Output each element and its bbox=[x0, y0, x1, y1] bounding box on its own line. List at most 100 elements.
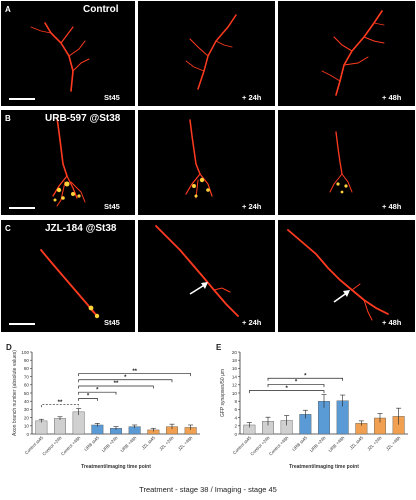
x-tick-label: URB +48h bbox=[327, 435, 345, 453]
x-tick-label: JZL +48h bbox=[177, 435, 194, 452]
y-tick-label: 16 bbox=[232, 366, 238, 371]
significance-bracket bbox=[248, 390, 325, 394]
arrow-icon bbox=[189, 282, 208, 295]
bar bbox=[54, 418, 66, 435]
axon-trace bbox=[155, 225, 239, 317]
micrograph-control-48h: + 48h bbox=[278, 1, 415, 106]
significance-label: ** bbox=[132, 369, 137, 375]
x-tick-label: JZL +48h bbox=[385, 435, 402, 452]
y-tick-label: 60 bbox=[24, 383, 30, 388]
x-tick-label: JZL +24h bbox=[366, 435, 383, 452]
axon-trace bbox=[185, 119, 213, 199]
significance-bracket bbox=[78, 373, 192, 377]
timepoint-label: + 24h bbox=[242, 202, 262, 211]
bar bbox=[72, 411, 85, 435]
axon-trace bbox=[185, 14, 237, 90]
y-tick-label: 0 bbox=[26, 432, 29, 437]
y-tick-label: 100 bbox=[21, 350, 29, 355]
panel-letter-b: B bbox=[5, 114, 11, 123]
bar-chart-gfp-synapses: 0 2 4 6 8 10 12 14 16 18 20 GFP synapses/50 µm Contr… bbox=[220, 350, 408, 470]
scale-bar bbox=[9, 323, 35, 325]
y-tick-label: 20 bbox=[232, 350, 238, 355]
timepoint-label: + 48h bbox=[382, 318, 402, 327]
x-tick-label: JZL +24h bbox=[158, 435, 175, 452]
significance-bracket bbox=[78, 385, 154, 389]
panel-letter-a: A bbox=[5, 5, 11, 14]
micrograph-jzl-48h: + 48h bbox=[278, 220, 415, 332]
significance-label: * bbox=[87, 394, 90, 400]
y-tick-label: 70 bbox=[24, 374, 30, 379]
significance-label: * bbox=[295, 380, 298, 386]
chart-letter-e: E bbox=[216, 343, 222, 352]
figure-caption: Treatment - stage 38 / Imaging - stage 4… bbox=[139, 485, 277, 494]
micrograph-urb-st45: B URB-597 @St38 St45 bbox=[1, 110, 135, 215]
y-tick-label: 0 bbox=[234, 432, 237, 437]
scale-bar bbox=[9, 207, 35, 209]
y-axis-label: Axon branch number (absolute values) bbox=[12, 350, 18, 436]
axon-trace bbox=[287, 229, 389, 321]
timepoint-label: St45 bbox=[104, 93, 120, 102]
timepoint-label: St45 bbox=[104, 318, 120, 327]
significance-label: * bbox=[285, 386, 288, 392]
x-tick-label: URB +48h bbox=[119, 435, 137, 453]
significance-bracket bbox=[267, 384, 325, 387]
micrograph-jzl-24h: + 24h bbox=[138, 220, 275, 332]
y-tick-label: 18 bbox=[232, 358, 238, 363]
scale-bar bbox=[9, 98, 35, 100]
treatment-label-urb: URB-597 @St38 bbox=[45, 113, 121, 124]
axon-trace bbox=[52, 117, 86, 207]
timepoint-label: + 48h bbox=[382, 202, 402, 211]
y-tick-label: 4 bbox=[234, 415, 237, 420]
y-tick-label: 12 bbox=[232, 383, 238, 388]
x-tick-label: Control +48h bbox=[268, 435, 290, 457]
significance-bracket bbox=[40, 404, 80, 408]
micrograph-jzl-st45: C JZL-184 @St38 St45 bbox=[1, 220, 135, 332]
panel-letter-c: C bbox=[5, 224, 11, 233]
y-tick-label: 8 bbox=[234, 399, 237, 404]
significance-label: * bbox=[124, 375, 127, 381]
x-tick-label: URB +24h bbox=[309, 435, 327, 453]
significance-bracket bbox=[78, 379, 173, 383]
x-tick-label: Control +48h bbox=[60, 435, 82, 457]
significance-label: ** bbox=[58, 400, 63, 406]
axon-trace bbox=[30, 22, 90, 92]
axon-trace bbox=[40, 249, 100, 319]
y-tick-label: 2 bbox=[234, 424, 237, 429]
bar bbox=[35, 420, 48, 435]
chart-letter-d: D bbox=[6, 343, 12, 352]
y-tick-label: 20 bbox=[24, 415, 30, 420]
axon-trace bbox=[329, 131, 353, 194]
y-tick-label: 14 bbox=[232, 374, 238, 379]
arrow-icon bbox=[333, 290, 350, 303]
significance-bracket bbox=[78, 398, 98, 401]
y-tick-label: 6 bbox=[234, 407, 237, 412]
y-tick-label: 10 bbox=[24, 424, 30, 429]
y-tick-label: 50 bbox=[24, 391, 30, 396]
micrograph-control-st45: A Control St45 bbox=[1, 1, 135, 106]
timepoint-label: + 48h bbox=[382, 93, 402, 102]
x-axis-label: Treatment/imaging time point bbox=[289, 464, 359, 470]
treatment-label-jzl: JZL-184 @St38 bbox=[45, 223, 117, 234]
x-tick-label: URB st45 bbox=[291, 435, 308, 452]
y-tick-label: 40 bbox=[24, 399, 30, 404]
y-tick-label: 90 bbox=[24, 358, 30, 363]
timepoint-label: + 24h bbox=[242, 318, 262, 327]
y-axis-label: GFP synapses/50 µm bbox=[220, 369, 226, 417]
y-tick-label: 80 bbox=[24, 366, 30, 371]
significance-label: ** bbox=[114, 381, 119, 387]
axon-trace bbox=[321, 10, 385, 96]
x-tick-label: URB +24h bbox=[101, 435, 119, 453]
micrograph-urb-48h: + 48h bbox=[278, 110, 415, 215]
x-axis-label: Treatment/imaging time point bbox=[81, 464, 151, 470]
significance-bracket bbox=[78, 391, 117, 395]
x-tick-label: JZL st45 bbox=[141, 435, 157, 451]
timepoint-label: + 24h bbox=[242, 93, 262, 102]
micrograph-urb-24h: + 24h bbox=[138, 110, 275, 215]
significance-bracket bbox=[267, 377, 344, 381]
x-tick-label: URB st45 bbox=[83, 435, 100, 452]
y-tick-label: 10 bbox=[232, 391, 238, 396]
significance-label: * bbox=[304, 373, 307, 379]
y-tick-label: 30 bbox=[24, 407, 30, 412]
